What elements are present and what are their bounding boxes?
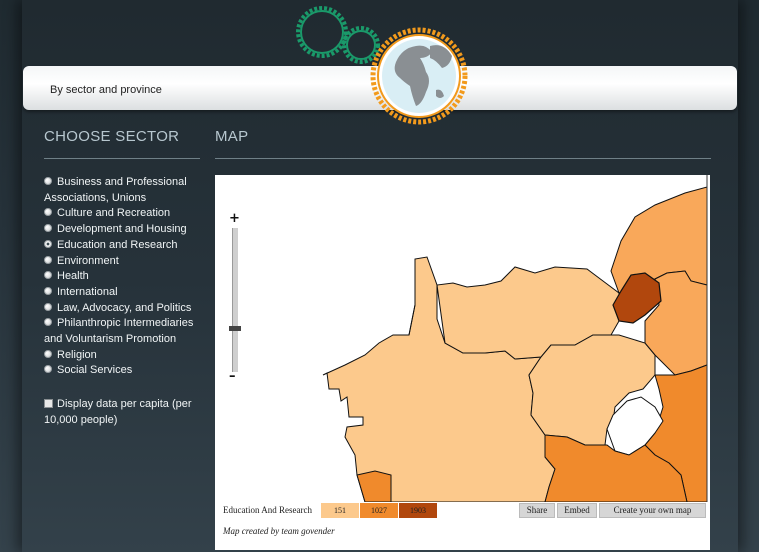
sector-item-development[interactable]: Development and Housing [44, 222, 202, 238]
zoom-out-button[interactable]: – [229, 369, 236, 384]
radio-button-icon[interactable] [44, 271, 52, 280]
sector-label: Religion [57, 348, 97, 361]
sector-item-environment[interactable]: Environment [44, 254, 202, 270]
sector-label: Social Services [57, 364, 133, 377]
map-title: MAP [215, 128, 249, 145]
header-subtitle: By sector and province [50, 84, 162, 96]
province-choropleth-map[interactable] [215, 175, 710, 502]
map-legend: Education And Research 151 1027 1903 Sha… [219, 503, 706, 519]
embed-button[interactable]: Embed [557, 503, 597, 518]
sector-label: Culture and Recreation [57, 207, 171, 220]
radio-button-icon[interactable] [44, 208, 52, 217]
sector-label: International [57, 285, 118, 298]
radio-button-icon[interactable] [44, 286, 52, 295]
sector-label: Health [57, 270, 89, 283]
zoom-in-button[interactable]: + [229, 211, 240, 226]
radio-button-icon[interactable] [44, 302, 52, 311]
radio-button-icon[interactable] [44, 318, 52, 327]
radio-button-icon[interactable] [44, 177, 52, 185]
legend-bin-high: 1903 [399, 503, 437, 518]
sector-item-social-services[interactable]: Social Services [44, 363, 202, 379]
map-divider [215, 158, 711, 159]
sector-item-law[interactable]: Law, Advocacy, and Politics [44, 301, 202, 317]
sector-item-health[interactable]: Health [44, 269, 202, 285]
radio-button-icon[interactable] [44, 224, 52, 233]
sidebar-divider [44, 158, 200, 159]
sector-label: Business and Professional Associations, … [44, 176, 187, 204]
per-capita-option[interactable]: Display data per capita (per 10,000 peop… [44, 396, 202, 428]
sector-item-business[interactable]: Business and Professional Associations, … [44, 175, 202, 206]
per-capita-checkbox[interactable] [44, 399, 53, 408]
gears-globe-logo-icon [296, 6, 468, 125]
per-capita-label: Display data per capita (per 10,000 peop… [44, 398, 192, 426]
sector-item-philanthropic[interactable]: Philanthropic Intermediaries and Volunta… [44, 316, 202, 347]
sector-item-international[interactable]: International [44, 285, 202, 301]
sector-item-culture[interactable]: Culture and Recreation [44, 206, 202, 222]
sector-label: Philanthropic Intermediaries and Volunta… [44, 317, 194, 346]
sector-label: Education and Research [57, 238, 178, 251]
share-button[interactable]: Share [519, 503, 555, 518]
sector-item-education[interactable]: Education and Research [44, 238, 202, 254]
legend-bin-low: 151 [321, 503, 359, 518]
legend-bin-mid: 1027 [360, 503, 398, 518]
sector-label: Environment [57, 254, 119, 267]
zoom-slider-handle[interactable] [229, 325, 241, 331]
radio-button-icon[interactable] [44, 365, 52, 374]
map-credit: Map created by team govender [223, 526, 335, 536]
map-panel: + – Education And Research 151 1027 1903… [215, 175, 710, 550]
sector-label: Law, Advocacy, and Politics [57, 301, 192, 314]
legend-title: Education And Research [223, 505, 312, 515]
radio-button-icon[interactable] [44, 255, 52, 264]
radio-button-selected-icon[interactable] [44, 239, 52, 248]
radio-button-icon[interactable] [44, 349, 52, 358]
sector-item-religion[interactable]: Religion [44, 348, 202, 364]
choose-sector-title: CHOOSE SECTOR [44, 128, 180, 145]
create-map-button[interactable]: Create your own map [599, 503, 706, 518]
sector-list: Business and Professional Associations, … [44, 175, 202, 379]
zoom-slider-track[interactable] [232, 228, 238, 372]
sector-label: Development and Housing [57, 223, 187, 236]
